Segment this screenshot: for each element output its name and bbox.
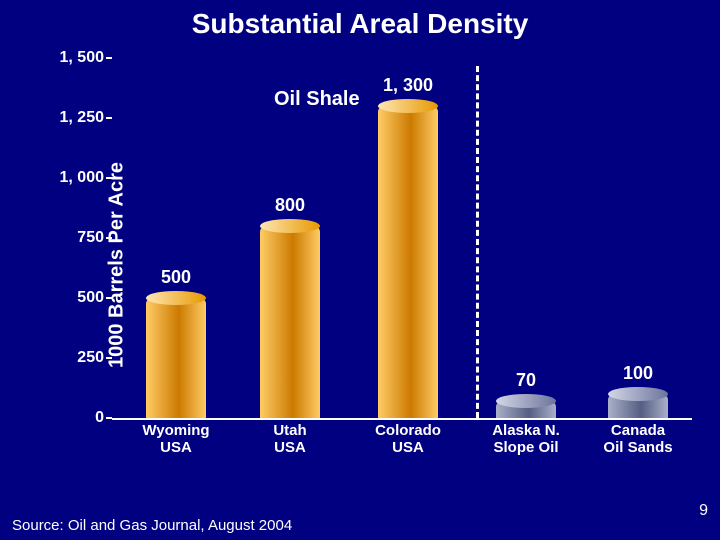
- x-label: ColoradoUSA: [348, 422, 468, 457]
- y-tick-label: 500: [44, 289, 104, 307]
- bar-value: 100: [588, 363, 688, 384]
- bar: [378, 106, 438, 418]
- y-tick-label: 0: [44, 409, 104, 427]
- plot-area: 5008001, 30070100 02505007501, 0001, 250…: [112, 60, 692, 420]
- x-label: Alaska N.Slope Oil: [466, 422, 586, 457]
- y-tick-label: 250: [44, 349, 104, 367]
- y-tick-mark: [106, 237, 112, 239]
- bar-cap: [260, 219, 320, 233]
- y-tick-label: 750: [44, 229, 104, 247]
- bar: [146, 298, 206, 418]
- y-tick-mark: [106, 57, 112, 59]
- y-tick-label: 1, 500: [44, 49, 104, 67]
- bar-value: 500: [126, 267, 226, 288]
- y-tick-mark: [106, 177, 112, 179]
- slide-title: Substantial Areal Density: [0, 0, 720, 40]
- oil-shale-annotation: Oil Shale: [274, 88, 360, 111]
- group-divider: [476, 66, 479, 418]
- x-label: WyomingUSA: [116, 422, 236, 457]
- bar-value: 70: [476, 370, 576, 391]
- bar: [260, 226, 320, 418]
- bar-cap: [608, 387, 668, 401]
- y-tick-mark: [106, 117, 112, 119]
- page-number: 9: [699, 502, 708, 520]
- y-tick-mark: [106, 417, 112, 419]
- bar-value: 1, 300: [358, 75, 458, 96]
- chart: 1000 Barrels Per Acre 5008001, 30070100 …: [22, 50, 702, 480]
- y-tick-mark: [106, 357, 112, 359]
- x-labels: WyomingUSAUtahUSAColoradoUSAAlaska N.Slo…: [112, 422, 692, 472]
- x-label: UtahUSA: [230, 422, 350, 457]
- bars-container: 500 800 1, 300 70 100: [112, 60, 692, 418]
- bar-cap: [146, 291, 206, 305]
- x-label: CanadaOil Sands: [578, 422, 698, 457]
- bar-cap: [378, 99, 438, 113]
- y-tick-label: 1, 000: [44, 169, 104, 187]
- y-tick-mark: [106, 297, 112, 299]
- y-tick-label: 1, 250: [44, 109, 104, 127]
- source-citation: Source: Oil and Gas Journal, August 2004: [12, 517, 292, 534]
- bar-value: 800: [240, 195, 340, 216]
